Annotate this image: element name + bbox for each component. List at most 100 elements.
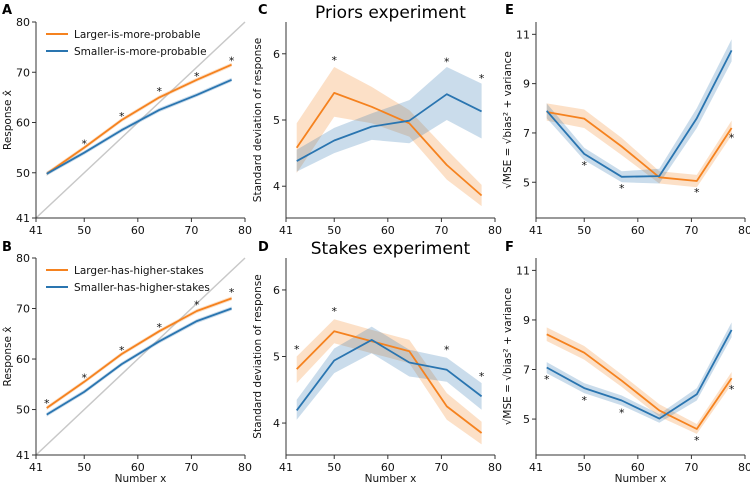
confidence-band-blue xyxy=(296,67,482,172)
x-axis-label: Number x xyxy=(615,473,667,482)
significance-star: * xyxy=(229,55,235,68)
y-tick-label: 7 xyxy=(523,127,530,140)
panel-letter: B xyxy=(2,240,12,255)
x-tick-label: 70 xyxy=(684,224,698,237)
y-tick-label: 80 xyxy=(16,252,30,265)
y-tick-label: 80 xyxy=(16,16,30,29)
significance-star: * xyxy=(44,397,50,410)
y-tick-label: 5 xyxy=(273,114,280,127)
panel-title: Stakes experiment xyxy=(311,239,471,259)
y-tick-label: 70 xyxy=(16,66,30,79)
confidence-band-orange xyxy=(296,67,482,207)
x-tick-label: 80 xyxy=(488,224,502,237)
x-tick-label: 60 xyxy=(631,224,645,237)
y-tick-label: 70 xyxy=(16,303,30,316)
significance-star: * xyxy=(619,407,625,420)
significance-star: * xyxy=(194,70,200,83)
x-tick-label: 60 xyxy=(381,461,395,474)
y-tick-label: 6 xyxy=(273,48,280,61)
panel-d: D Stakes experiment * * * * 41 50 60 70 80 4 5 6 Numbe… xyxy=(252,239,502,482)
y-axis-label: √MSE = √bias² + variance xyxy=(502,51,514,189)
series-line-blue xyxy=(546,329,733,420)
legend-label: Smaller-has-higher-stakes xyxy=(74,282,210,294)
x-tick-label: 41 xyxy=(279,461,293,474)
y-tick-label: 4 xyxy=(273,180,280,193)
x-tick-label: 60 xyxy=(381,224,395,237)
x-tick-label: 50 xyxy=(77,224,91,237)
y-tick-label: 6 xyxy=(273,284,280,297)
significance-star: * xyxy=(479,72,485,85)
x-tick-label: 41 xyxy=(29,461,43,474)
y-tick-label: 9 xyxy=(523,314,530,327)
significance-star: * xyxy=(331,305,337,318)
series-line-blue xyxy=(296,93,482,162)
significance-star: * xyxy=(694,434,700,447)
significance-star: * xyxy=(194,298,200,311)
x-tick-label: 70 xyxy=(434,461,448,474)
y-axis-label: Response x̂ xyxy=(2,90,14,150)
panel-letter: F xyxy=(505,240,514,255)
confidence-band-orange xyxy=(546,327,732,434)
significance-star: * xyxy=(119,344,125,357)
x-tick-label: 60 xyxy=(131,224,145,237)
panel-c: C Priors experiment * * * 41 50 60 70 80 4 5 6 Standa… xyxy=(252,3,502,237)
x-tick-label: 41 xyxy=(529,224,543,237)
confidence-band-orange xyxy=(296,319,482,445)
significance-star: * xyxy=(444,55,450,68)
x-tick-label: 80 xyxy=(238,224,252,237)
y-axis-label: Response x̂ xyxy=(2,327,14,387)
x-axis-label: Number x xyxy=(365,473,417,482)
y-tick-label: 11 xyxy=(516,28,530,41)
x-tick-label: 50 xyxy=(577,224,591,237)
x-tick-label: 50 xyxy=(77,461,91,474)
confidence-band-orange xyxy=(46,62,232,176)
legend: Larger-has-higher-stakes Smaller-has-high… xyxy=(46,265,210,294)
series-line-blue xyxy=(46,78,232,175)
significance-star: * xyxy=(729,132,735,145)
panel-b: B * * * * * * 41 50 60 70 80 41 50 60 70 80 Number x Respo… xyxy=(2,240,252,482)
significance-star: * xyxy=(81,138,87,151)
panel-e: E * * * * 41 50 60 70 80 5 7 9 11√MSE = √bias² + vari… xyxy=(502,3,750,237)
panel-letter: A xyxy=(2,3,12,18)
series-line-blue xyxy=(546,49,733,178)
y-tick-label: 4 xyxy=(273,417,280,430)
x-tick-label: 50 xyxy=(327,224,341,237)
x-tick-label: 41 xyxy=(529,461,543,474)
series-line-orange xyxy=(46,63,232,175)
legend-label: Smaller-is-more-probable xyxy=(74,46,207,58)
y-tick-label: 60 xyxy=(16,353,30,366)
x-tick-label: 70 xyxy=(434,224,448,237)
x-tick-label: 41 xyxy=(29,224,43,237)
legend-label: Larger-is-more-probable xyxy=(74,29,200,41)
significance-star: * xyxy=(331,54,337,67)
significance-star: * xyxy=(694,186,700,199)
confidence-band-blue xyxy=(546,322,732,423)
y-tick-label: 5 xyxy=(523,413,530,426)
significance-star: * xyxy=(119,110,125,123)
y-tick-label: 11 xyxy=(516,264,530,277)
panel-letter: D xyxy=(258,240,269,255)
series-line-orange xyxy=(295,92,483,197)
significance-star: * xyxy=(581,159,587,172)
x-tick-label: 60 xyxy=(131,461,145,474)
significance-star: * xyxy=(544,373,550,386)
confidence-band-blue xyxy=(296,326,482,420)
x-tick-label: 50 xyxy=(327,461,341,474)
significance-star: * xyxy=(81,372,87,385)
significance-star: * xyxy=(229,286,235,299)
series-line-orange xyxy=(546,333,733,430)
x-tick-label: 80 xyxy=(488,461,502,474)
x-tick-label: 70 xyxy=(184,224,198,237)
y-tick-label: 7 xyxy=(523,364,530,377)
panel-a: A * * * * * 41 50 60 70 80 41 50 60 70 80 Response x̂ Lar… xyxy=(2,3,252,237)
identity-line xyxy=(35,257,246,456)
x-tick-label: 70 xyxy=(684,461,698,474)
x-tick-label: 50 xyxy=(577,461,591,474)
significance-star: * xyxy=(729,383,735,396)
x-tick-label: 80 xyxy=(738,461,750,474)
series-line-orange xyxy=(46,297,232,409)
series-line-blue xyxy=(295,338,483,411)
y-tick-label: 50 xyxy=(16,404,30,417)
x-axis-label: Number x xyxy=(115,473,167,482)
